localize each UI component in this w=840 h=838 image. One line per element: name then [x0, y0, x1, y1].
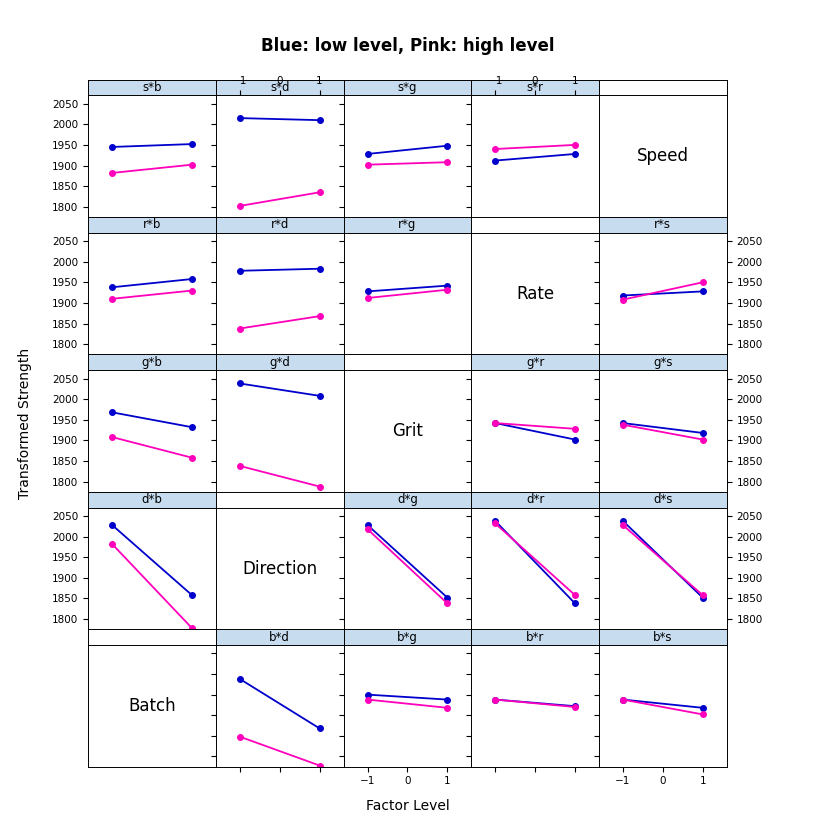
Text: Transformed Strength: Transformed Strength: [18, 348, 32, 499]
Text: Factor Level: Factor Level: [365, 799, 449, 813]
Text: Rate: Rate: [516, 285, 554, 303]
Text: d*g: d*g: [397, 494, 417, 506]
Text: s*r: s*r: [527, 81, 543, 94]
Text: b*s: b*s: [653, 631, 673, 644]
Text: g*b: g*b: [142, 356, 162, 369]
Text: r*b: r*b: [143, 219, 161, 231]
Text: s*b: s*b: [142, 81, 162, 94]
Text: d*b: d*b: [142, 494, 162, 506]
Text: Speed: Speed: [637, 147, 689, 165]
Text: b*g: b*g: [397, 631, 417, 644]
Text: d*r: d*r: [526, 494, 544, 506]
Text: Direction: Direction: [242, 560, 318, 577]
Text: g*d: g*d: [270, 356, 290, 369]
Text: s*d: s*d: [270, 81, 290, 94]
Text: r*d: r*d: [270, 219, 289, 231]
Text: r*g: r*g: [398, 219, 417, 231]
Text: Batch: Batch: [129, 697, 176, 715]
Text: g*s: g*s: [653, 356, 673, 369]
Text: g*r: g*r: [526, 356, 544, 369]
Text: b*d: b*d: [270, 631, 290, 644]
Text: s*g: s*g: [397, 81, 417, 94]
Text: d*s: d*s: [653, 494, 673, 506]
Text: b*r: b*r: [526, 631, 544, 644]
Text: Grit: Grit: [392, 422, 423, 440]
Text: r*s: r*s: [654, 219, 671, 231]
Text: Blue: low level, Pink: high level: Blue: low level, Pink: high level: [260, 37, 554, 55]
